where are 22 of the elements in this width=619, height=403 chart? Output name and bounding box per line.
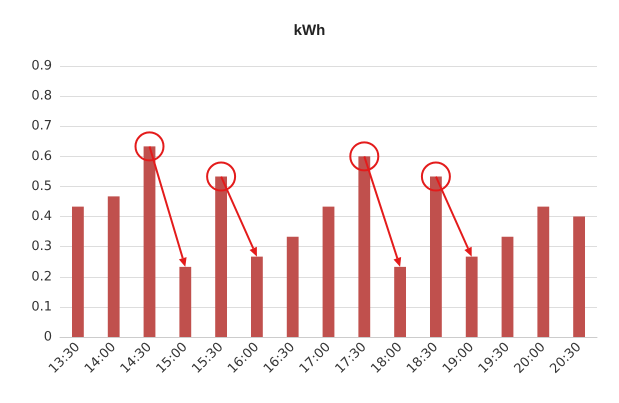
y-tick-label: 0.3 — [31, 239, 52, 254]
bar — [573, 216, 586, 337]
y-tick-label: 0.9 — [31, 58, 52, 74]
bar — [108, 196, 120, 337]
y-tick-label: 0.4 — [31, 209, 52, 224]
y-tick-label: 0.8 — [31, 88, 52, 104]
bar — [286, 236, 299, 337]
bar — [215, 176, 228, 337]
y-tick-label: 0.2 — [31, 269, 52, 284]
bar — [537, 206, 550, 337]
y-tick-label: 0.7 — [31, 118, 52, 134]
bar — [502, 236, 514, 337]
y-tick-label: 0.1 — [31, 299, 52, 314]
bar — [430, 176, 442, 337]
y-tick-label: 0 — [44, 330, 52, 344]
y-tick-label: 0.5 — [31, 178, 52, 194]
bar — [358, 156, 370, 337]
bar — [322, 206, 334, 337]
bar — [144, 146, 156, 337]
bar — [72, 206, 84, 337]
y-tick-label: 0.6 — [31, 148, 52, 164]
chart-title: kWh — [294, 22, 326, 39]
